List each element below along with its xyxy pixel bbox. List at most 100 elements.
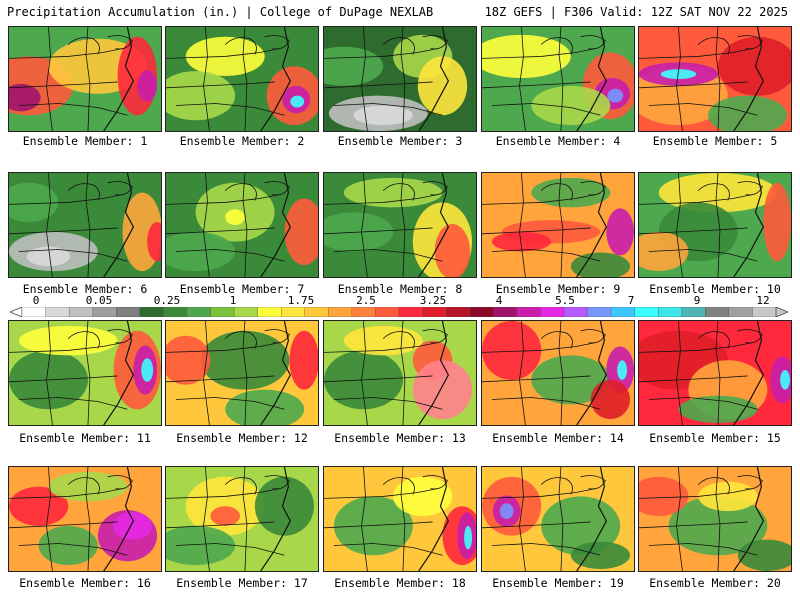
legend-arrow-left	[10, 307, 23, 317]
state-border	[697, 477, 730, 495]
state-border	[264, 35, 290, 50]
state-border	[175, 543, 285, 556]
coastline	[576, 321, 608, 425]
state-border	[203, 321, 210, 425]
state-border	[324, 227, 433, 235]
state-border	[715, 173, 721, 277]
state-border	[558, 321, 564, 425]
precip-contour	[9, 486, 69, 526]
precip-contour	[412, 360, 473, 420]
ensemble-member-label: Ensemble Member: 1	[22, 134, 148, 148]
ensemble-member-label: Ensemble Member: 12	[176, 431, 308, 445]
legend-swatch	[210, 307, 235, 317]
state-border	[491, 543, 601, 556]
state-border	[324, 488, 438, 499]
ensemble-member-label: Ensemble Member: 16	[19, 576, 151, 590]
precip-contour	[499, 503, 514, 519]
state-border	[264, 329, 290, 344]
state-border	[242, 27, 248, 131]
coastline	[418, 173, 450, 277]
precip-contour	[210, 506, 241, 526]
precip-contour	[289, 330, 318, 390]
ensemble-member-label: Ensemble Member: 18	[334, 576, 466, 590]
ensemble-member-label: Ensemble Member: 17	[176, 576, 308, 590]
precip-contour	[254, 476, 315, 536]
ensemble-member-label: Ensemble Member: 8	[337, 282, 463, 296]
coastline	[260, 321, 292, 425]
legend-swatch	[705, 307, 730, 317]
legend-swatch	[587, 307, 612, 317]
state-border	[333, 249, 443, 262]
legend-swatch	[186, 307, 211, 317]
legend-tick-label: 3.25	[419, 294, 447, 307]
ensemble-map-panel	[8, 172, 162, 278]
state-border	[715, 321, 721, 425]
state-border	[382, 37, 415, 55]
legend-swatch	[493, 307, 518, 317]
precip-contour	[393, 476, 453, 517]
precip-contour	[141, 358, 154, 382]
precip-contour	[780, 370, 791, 390]
precip-contour	[668, 496, 768, 556]
state-border	[737, 475, 763, 490]
state-border	[382, 331, 415, 349]
state-border	[737, 35, 763, 50]
state-border	[264, 475, 290, 490]
state-border	[697, 331, 730, 349]
state-border	[491, 397, 601, 410]
legend-arrow-right	[775, 307, 788, 317]
ensemble-member-label: Ensemble Member: 15	[649, 431, 781, 445]
precip-contour	[482, 34, 571, 79]
coastline	[260, 173, 292, 277]
state-border	[648, 249, 758, 262]
state-border	[333, 103, 443, 116]
state-border	[9, 194, 123, 205]
legend-swatch	[375, 307, 400, 317]
ensemble-map-panel	[165, 320, 319, 426]
state-border	[580, 35, 606, 50]
coastline	[733, 27, 765, 131]
state-border	[9, 521, 118, 529]
legend-swatch	[163, 307, 188, 317]
state-border	[519, 321, 526, 425]
legend-swatch	[351, 307, 376, 317]
state-border	[491, 249, 601, 262]
state-border	[324, 48, 438, 59]
precip-contour	[639, 476, 689, 517]
state-border	[242, 321, 248, 425]
precip-contour	[708, 95, 788, 131]
ensemble-member-label: Ensemble Member: 3	[337, 134, 463, 148]
state-border	[9, 488, 123, 499]
state-border	[639, 488, 753, 499]
precip-contour	[324, 46, 384, 86]
legend-tick-label: 5.5	[555, 294, 575, 307]
ensemble-map-panel	[481, 26, 635, 132]
state-border	[224, 331, 257, 349]
precip-contour	[607, 88, 624, 103]
state-border	[175, 397, 285, 410]
state-border	[482, 342, 596, 353]
precip-contour	[531, 177, 611, 208]
state-border	[540, 37, 573, 55]
state-border	[46, 27, 53, 131]
ensemble-member-label: Ensemble Member: 10	[649, 282, 781, 296]
state-border	[715, 27, 721, 131]
ensemble-member-label: Ensemble Member: 7	[179, 282, 305, 296]
ensemble-map-panel	[323, 320, 477, 426]
coastline	[103, 173, 135, 277]
state-border	[166, 375, 275, 383]
state-border	[203, 27, 210, 131]
legend-swatch	[257, 307, 282, 317]
state-border	[737, 181, 763, 196]
ensemble-map-panel	[165, 26, 319, 132]
state-border	[715, 467, 721, 571]
ensemble-map-panel	[638, 466, 792, 572]
state-border	[166, 521, 275, 529]
state-border	[9, 375, 118, 383]
state-border	[324, 81, 433, 89]
precip-contour	[166, 71, 236, 121]
coastline	[733, 173, 765, 277]
state-border	[639, 342, 753, 353]
state-border	[519, 27, 526, 131]
coastline	[576, 27, 608, 131]
